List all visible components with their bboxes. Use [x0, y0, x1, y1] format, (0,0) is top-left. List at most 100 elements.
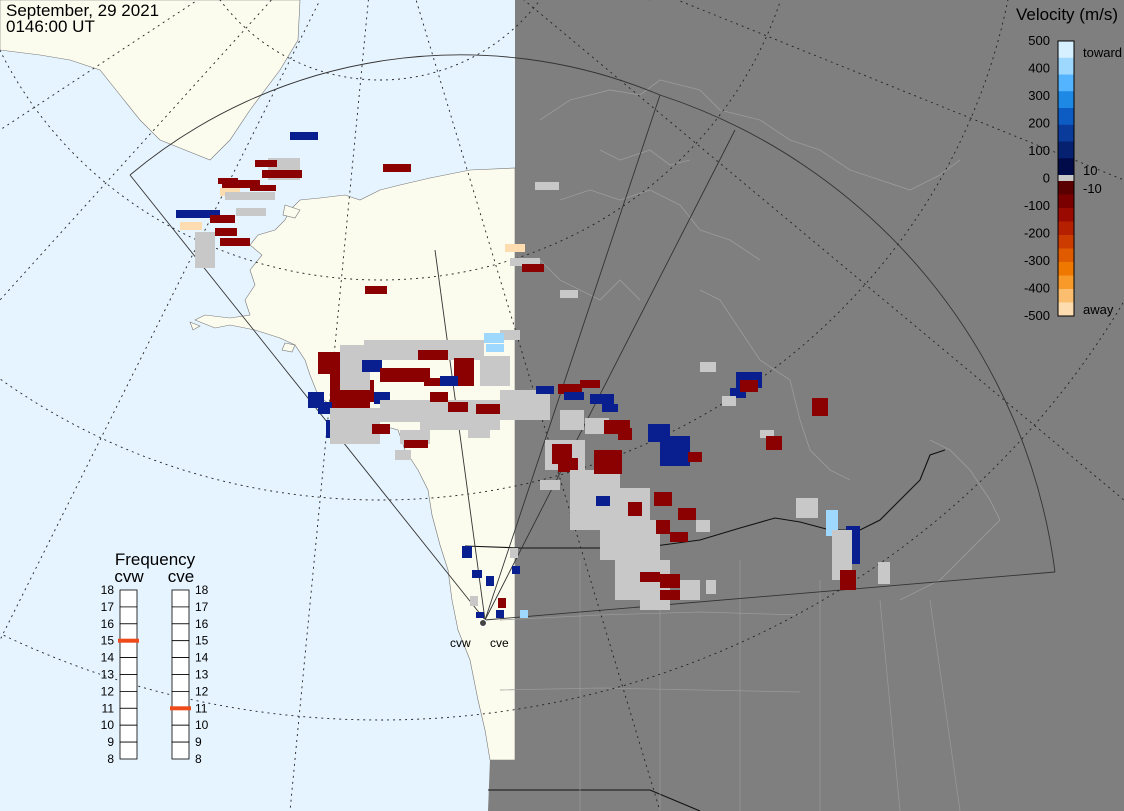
frequency-cell [171, 741, 190, 760]
velocity-cell [236, 208, 266, 216]
colorbar-swatch [1058, 194, 1074, 209]
velocity-cell [472, 570, 482, 578]
velocity-cell [590, 394, 614, 404]
velocity-cell [486, 344, 504, 352]
frequency-tick: 11 [102, 701, 115, 715]
colorbar-swatch [1058, 208, 1074, 222]
velocity-cell [395, 450, 411, 460]
velocity-cell [585, 418, 609, 434]
velocity-cell [840, 570, 856, 590]
state-lines [499, 560, 961, 811]
frequency-panel: Frequency cvw cve 1817161514131211109818… [101, 550, 209, 766]
colorbar-swatch [1058, 124, 1074, 142]
frequency-radar-east: cve [168, 567, 194, 586]
velocity-cell [656, 520, 670, 534]
colorbar-swatch [1058, 262, 1074, 276]
velocity-cell [330, 408, 380, 444]
velocity-cell [476, 612, 484, 618]
velocity-cell [564, 392, 584, 400]
velocity-cell [696, 520, 710, 532]
frequency-tick: 11 [195, 701, 208, 715]
colorbar-swatch [1058, 57, 1074, 75]
frequency-cell [171, 606, 190, 625]
frequency-cell [119, 589, 138, 608]
velocity-cell [832, 530, 852, 580]
frequency-tick: 8 [107, 752, 114, 766]
frequency-tick: 17 [101, 600, 115, 614]
velocity-cell [536, 386, 554, 394]
frequency-cell [119, 741, 138, 760]
velocity-cell [404, 440, 428, 448]
colorbar-title: Velocity (m/s) [1016, 5, 1118, 24]
frequency-tick: 8 [195, 752, 202, 766]
frequency-tick: 13 [101, 668, 115, 682]
velocity-cell [424, 378, 444, 386]
colorbar-ticks: 500 400 300 200 100 0 -100 -200 -300 -400 -500 [1024, 33, 1050, 323]
nightside-coastlines [539, 79, 1001, 601]
colorbar-swatch [1058, 41, 1074, 59]
velocity-cell [480, 356, 510, 386]
velocity-cell [380, 368, 430, 382]
velocity-cell [510, 548, 518, 558]
frequency-tick: 16 [101, 617, 115, 631]
colorbar-swatch [1058, 108, 1074, 126]
velocity-cell [706, 580, 716, 594]
colorbar-frame [1057, 40, 1075, 317]
radar-site-markers: cvw cve [450, 619, 509, 650]
frequency-cell [119, 674, 138, 692]
velocity-cell [218, 178, 238, 184]
velocity-cell [660, 436, 690, 466]
colorbar-swatch [1058, 158, 1074, 176]
colorbar-tick-label: 500 [1028, 33, 1050, 48]
frequency-cell [171, 707, 190, 726]
velocity-cell [512, 566, 520, 574]
velocity-cell [215, 228, 237, 236]
velocity-cell [700, 362, 716, 372]
colorbar-swatches [1058, 41, 1074, 317]
velocity-cell [594, 450, 622, 474]
velocity-cell [796, 498, 818, 518]
velocity-cell [640, 572, 660, 582]
colorbar-swatch [1058, 221, 1074, 236]
velocity-cell [372, 424, 390, 434]
velocity-cell [383, 164, 411, 172]
frequency-title: Frequency [115, 550, 196, 569]
frequency-tick: 14 [195, 651, 209, 665]
frequency-scales: 18 17 16 15 14 13 12 11 10 9 8 18 17 16 15 14 13 12 11 10 9 8 [101, 583, 209, 766]
velocity-cell [448, 402, 468, 412]
frequency-cell [119, 707, 138, 726]
colorbar-tick-label: -500 [1024, 308, 1050, 323]
colorbar-tick-label: 0 [1043, 171, 1050, 186]
frequency-cell [119, 724, 138, 743]
colorbar-swatch [1058, 175, 1074, 181]
frequency-cell [119, 691, 138, 709]
frequency-cell [119, 657, 138, 675]
colorbar-swatch [1058, 248, 1074, 263]
velocity-cell [688, 452, 702, 462]
land-masses [0, 0, 516, 761]
velocity-cell [510, 258, 540, 266]
frequency-tick: 12 [195, 684, 209, 698]
velocity-cell [826, 510, 838, 536]
colorbar-tick-label: -200 [1024, 226, 1050, 241]
velocity-cell [654, 492, 672, 506]
time-label: 0146:00 UT [6, 17, 95, 36]
date-label: September, 29 2021 [6, 1, 159, 20]
velocity-cell [596, 496, 610, 506]
velocity-cell [262, 170, 302, 178]
velocity-cell [440, 376, 458, 386]
velocity-cell [558, 384, 582, 394]
frequency-tick: 15 [195, 634, 209, 648]
frequency-tick: 9 [107, 735, 114, 749]
frequency-cell [171, 657, 190, 675]
frequency-cell [171, 724, 190, 743]
velocity-cell [255, 160, 277, 167]
frequency-radar-west: cvw [114, 567, 144, 586]
frequency-tick: 13 [195, 668, 209, 682]
velocity-cell [195, 232, 215, 268]
colorbar-tick-label: -400 [1024, 281, 1050, 296]
colorbar-tick-label: 200 [1028, 116, 1050, 131]
frequency-tick: 16 [195, 617, 209, 631]
colorbar-tick-label: -300 [1024, 253, 1050, 268]
